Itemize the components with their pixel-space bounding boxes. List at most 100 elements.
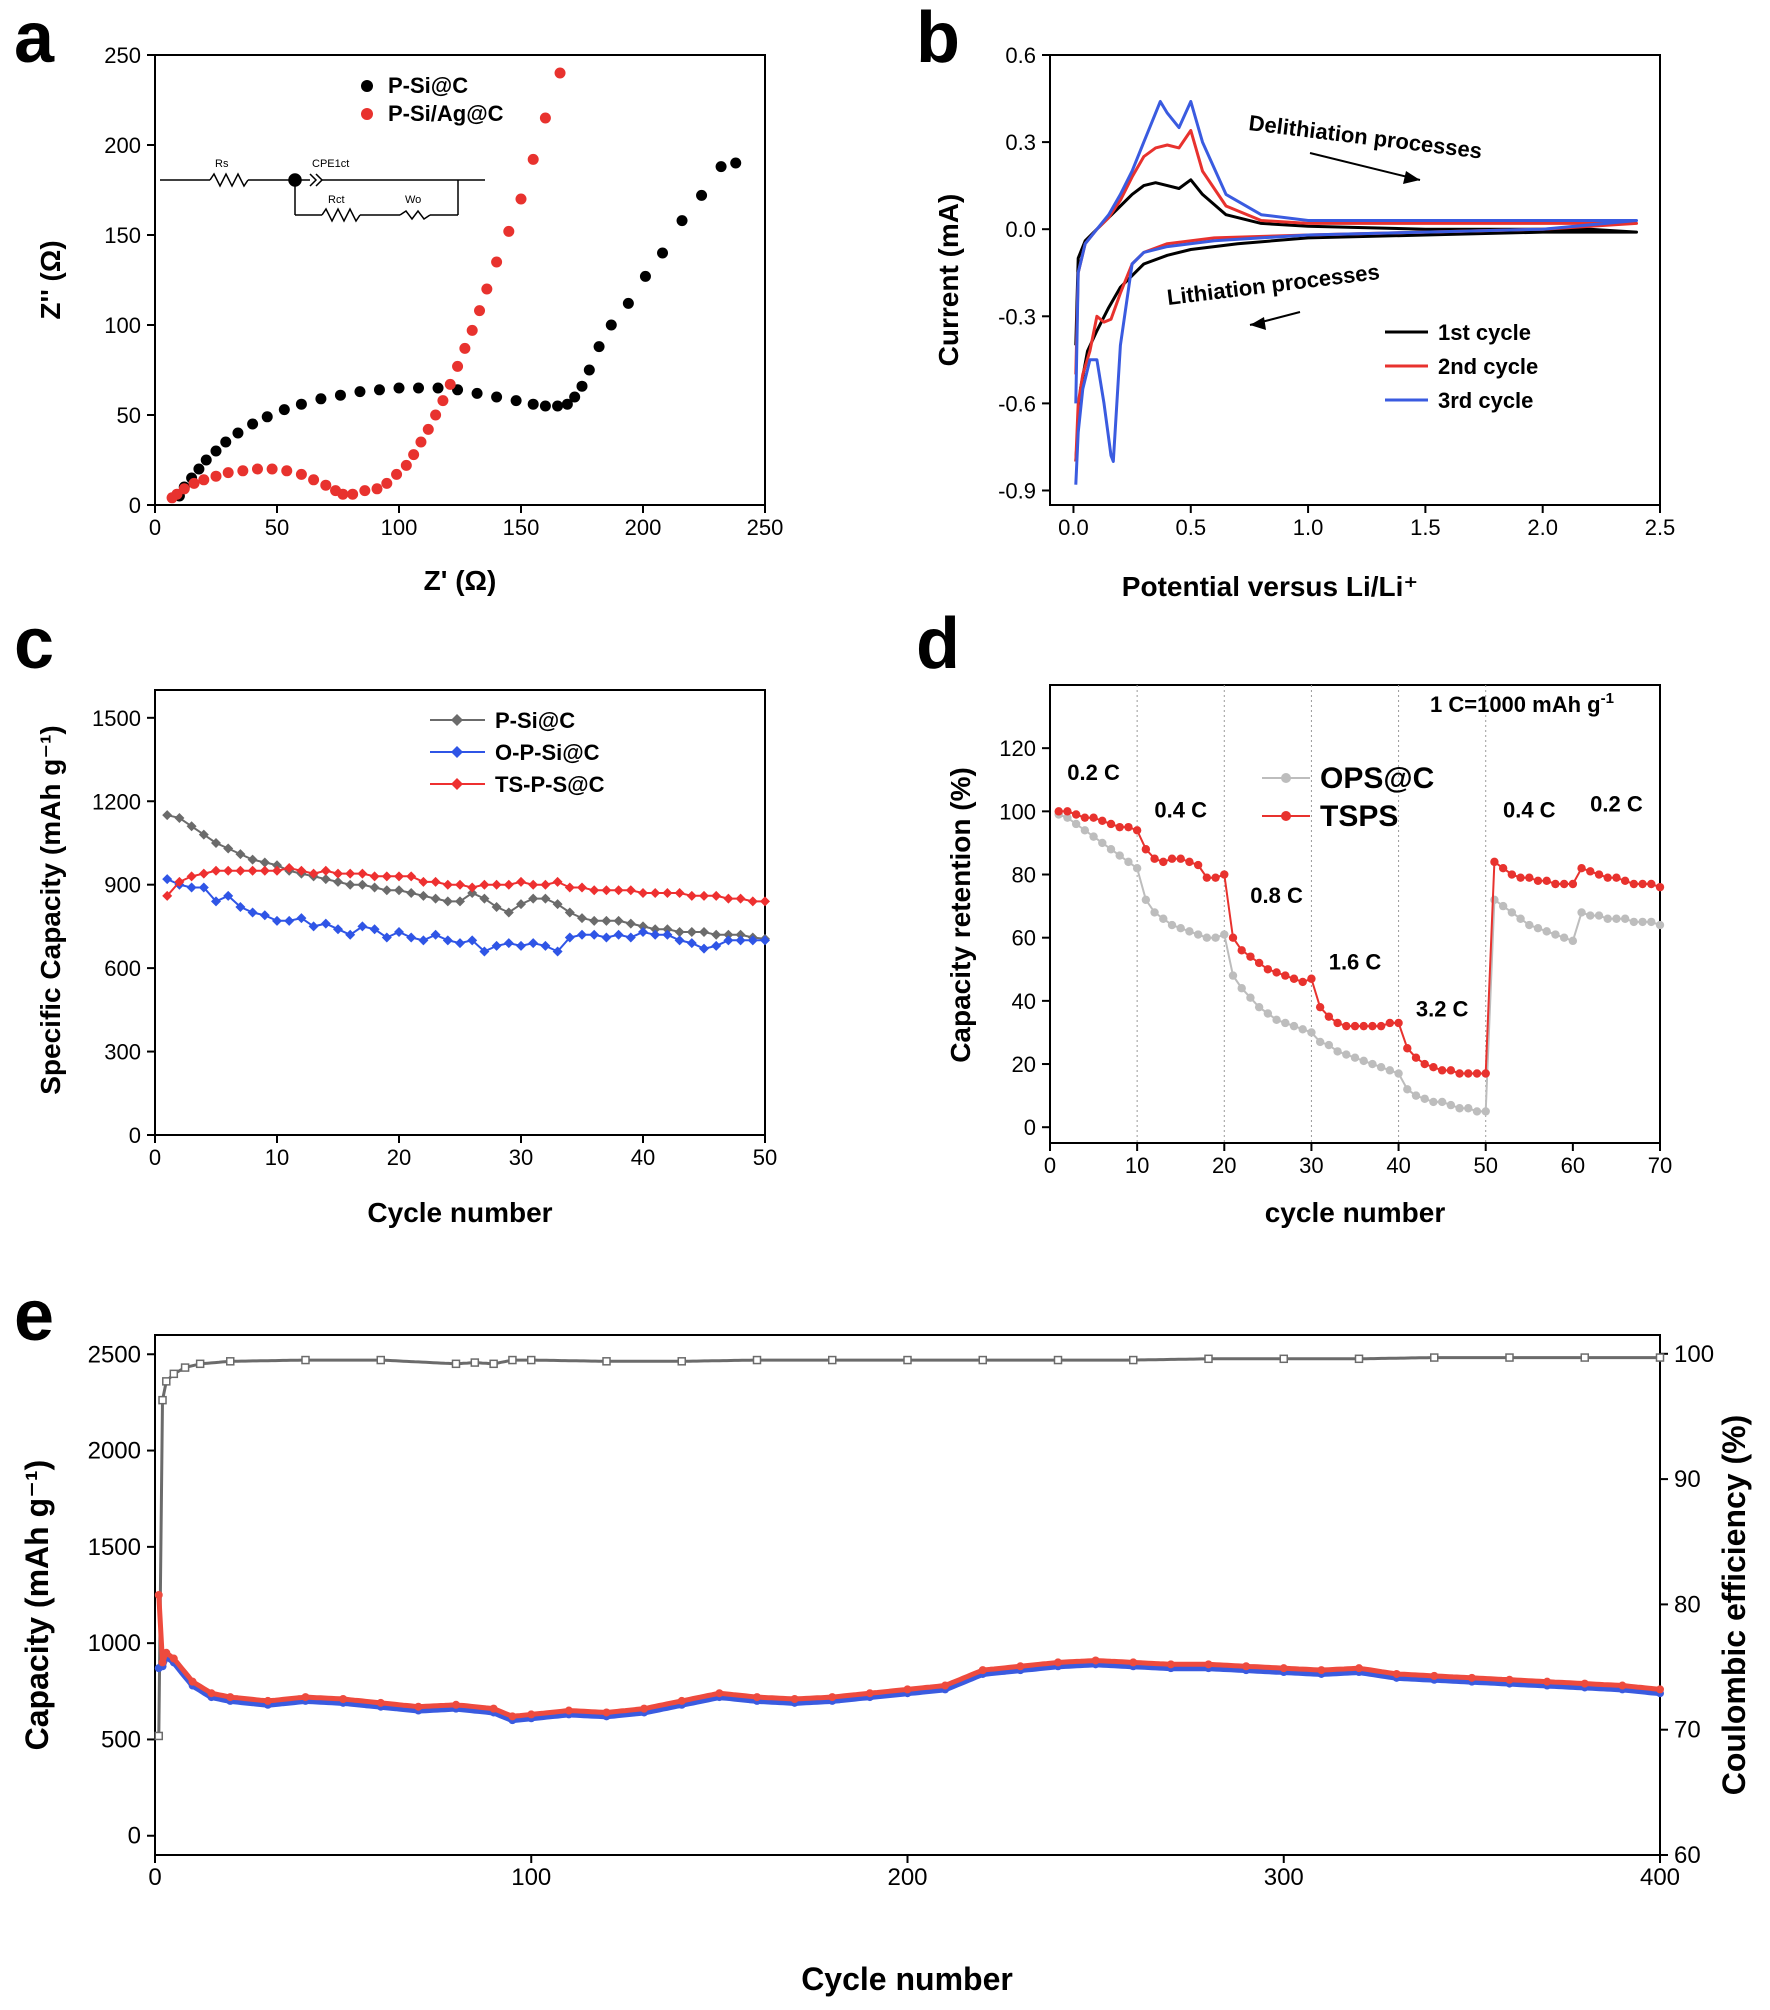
panel-d-point (1411, 1053, 1421, 1062)
panel-e-point (564, 1706, 573, 1715)
panel-d-point (1115, 822, 1124, 832)
panel-d-point (1167, 920, 1177, 930)
panel-a-point (676, 215, 688, 227)
panel-e-xtick-label: 400 (1640, 1864, 1680, 1891)
panel-a-point (261, 411, 273, 423)
panel-e-ytick-label: 2500 (88, 1341, 141, 1368)
panel-c-point (186, 882, 197, 893)
panel-a-series-2 (166, 67, 566, 504)
circuit-label-cpe: CPE1ct (312, 158, 349, 170)
panel-e-point (263, 1696, 272, 1705)
panel-e-point (301, 1355, 310, 1365)
panel-e-point (169, 1654, 178, 1663)
panel-c-point (455, 896, 465, 907)
panel-d-point (1228, 933, 1238, 942)
panel-e-point (154, 1731, 164, 1741)
panel-c-point (211, 865, 221, 876)
panel-a-point (430, 409, 442, 421)
panel-e-point (1053, 1355, 1063, 1365)
panel-d-ytick-label: 60 (1012, 926, 1036, 951)
panel-e-point (1054, 1658, 1062, 1667)
panel-d-point (1193, 860, 1203, 870)
panel-c-point (442, 896, 453, 907)
panel-c-point (284, 863, 295, 873)
panel-c-point (198, 829, 209, 840)
panel-e-y2ticks: 60 70 80 90 100 (1660, 1341, 1714, 1869)
panel-e-point (753, 1693, 761, 1702)
panel-c-point (528, 879, 539, 890)
panel-c-point (223, 865, 234, 876)
panel-c-xtick-label: 50 (753, 1145, 777, 1170)
panel-a-xlabel: Z' (Ω) (424, 565, 497, 596)
panel-c-point (357, 879, 368, 890)
panel-c-point (711, 929, 722, 940)
panel-e-point (1279, 1354, 1288, 1364)
panel-e-xtick-label: 200 (887, 1864, 927, 1891)
panel-d-point (1289, 974, 1299, 983)
panel-d-rate-labels: 0.2 C 0.4 C 0.8 C 1.6 C 3.2 C 0.4 C 0.2 C (1067, 760, 1643, 1022)
panel-e-point (1204, 1354, 1213, 1364)
panel-d-point (1472, 1069, 1482, 1078)
panel-a-point (198, 474, 210, 486)
panel-d-legend-marker (1281, 773, 1291, 783)
panel-e-xtick-label: 0 (148, 1864, 161, 1891)
panel-c-series (162, 810, 770, 957)
panel-c-point (638, 921, 648, 932)
panel-e-point (1091, 1656, 1100, 1665)
panel-a-letter: a (14, 0, 55, 78)
panel-c-point (528, 938, 539, 949)
panel-c-point (760, 896, 770, 907)
panel-b-ytick-label: -0.3 (998, 304, 1036, 329)
panel-a-xtick-label: 200 (625, 515, 662, 540)
panel-c-point (394, 871, 404, 882)
panel-b-series-line-1 (1074, 178, 1638, 462)
panel-c-point (662, 924, 673, 935)
panel-c-point (162, 890, 173, 901)
panel-e-ytick-label: 500 (101, 1726, 141, 1753)
panel-d-point (1507, 908, 1517, 917)
panel-e-ytick-label: 90 (1674, 1466, 1701, 1493)
panel-c-ytick-label: 900 (104, 873, 141, 898)
panel-c-point (735, 893, 746, 904)
panel-b-ytick-label: -0.9 (998, 478, 1036, 503)
panel-d-ytick-label: 40 (1012, 989, 1036, 1014)
panel-c-ytick-label: 600 (104, 956, 141, 981)
panel-a-point (247, 418, 259, 430)
panel-d-point (1385, 1066, 1395, 1075)
panel-e-point (978, 1666, 987, 1675)
panel-c-point (638, 888, 648, 899)
panel-d-point (1594, 870, 1604, 879)
panel-e-point (414, 1702, 423, 1711)
panel-c-point (418, 935, 429, 946)
panel-a-point (730, 157, 742, 169)
panel-e: e Cycle number Capacity (mAh g⁻¹) Coulom… (14, 1276, 1752, 1997)
panel-d-xtick-label: 20 (1212, 1153, 1236, 1178)
panel-e-series-1 (154, 1353, 1665, 1741)
panel-e-point (978, 1355, 987, 1365)
panel-d-ytick-label: 0 (1024, 1115, 1036, 1140)
panel-a-point (188, 477, 200, 489)
panel-e-point (1317, 1666, 1326, 1675)
panel-e-point (226, 1357, 235, 1366)
panel-e-point (1392, 1669, 1401, 1678)
panel-d-point (1246, 993, 1255, 1002)
panel-d-xtick-label: 30 (1299, 1153, 1323, 1178)
panel-d-point (1525, 873, 1534, 882)
panel-c-point (747, 935, 758, 946)
panel-e-point (1580, 1353, 1589, 1362)
panel-c-point (455, 938, 465, 949)
panel-c-legend-marker (451, 714, 463, 726)
panel-c-point (491, 879, 502, 890)
panel-d-point (1254, 958, 1264, 968)
panel-d-xtick-label: 10 (1125, 1153, 1149, 1178)
panel-a-point (354, 386, 366, 398)
panel-d-point (1281, 971, 1290, 980)
panel-c-legend: P-Si@C O-P-Si@C TS-P-S@C (430, 708, 605, 797)
panel-c-point (760, 935, 770, 946)
panel-c-point (162, 810, 173, 821)
panel-a-point (422, 423, 434, 435)
panel-a-ytick-label: 0 (129, 493, 141, 518)
panel-d-point (1403, 1044, 1412, 1053)
panel-c-point (235, 901, 246, 912)
